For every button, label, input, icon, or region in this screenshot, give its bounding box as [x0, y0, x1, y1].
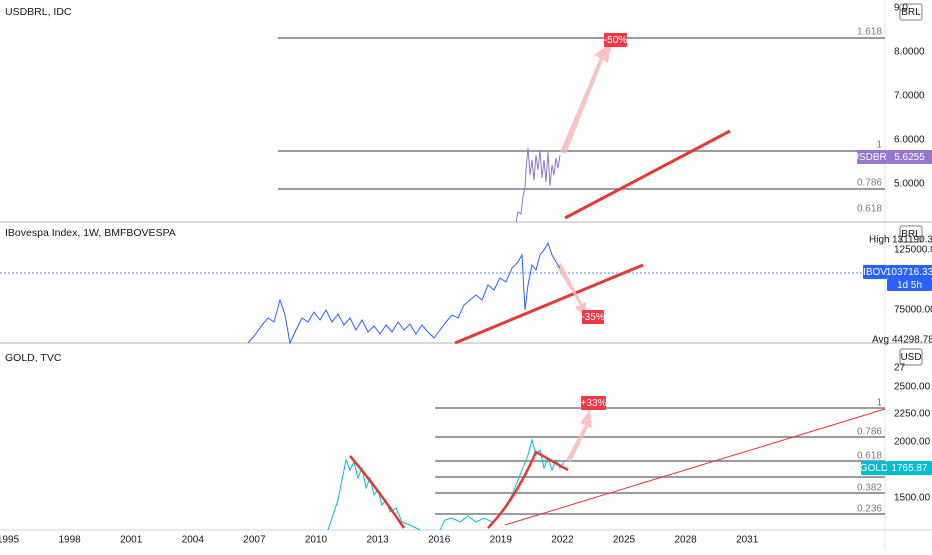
gold-pane	[327, 407, 886, 531]
currency-outline	[899, 348, 923, 366]
last-price: 103716.33	[886, 267, 932, 278]
time-axis-label: 2007	[243, 535, 266, 546]
price-axis-label: 75000.00	[894, 305, 932, 316]
pane-title: IBovespa Index, 1W, BMFBOVESPA	[5, 227, 176, 239]
currency-outline	[899, 3, 923, 21]
pane-title: USDBRL, IDC	[5, 6, 72, 18]
countdown: 1d 5h	[897, 280, 922, 291]
last-price-box	[887, 150, 932, 164]
price-axis-label: 27	[894, 363, 906, 374]
currency-label: BRL	[901, 229, 921, 240]
time-axis-label: 2019	[490, 535, 513, 546]
time-axis-label: 2010	[305, 535, 328, 546]
time-axis-label: 1998	[58, 535, 81, 546]
time-axis-label: 2001	[120, 535, 143, 546]
annotation: -35%	[581, 312, 604, 323]
last-price-box	[887, 265, 932, 279]
time-axis-label: 2031	[736, 535, 759, 546]
fib-level-label: 0.618	[857, 204, 882, 215]
symbol-tag: GOLD	[860, 463, 888, 474]
time-axis-label: 2004	[182, 535, 205, 546]
symbol-tag: IBOV	[863, 267, 887, 278]
annotation-box	[582, 310, 604, 324]
symbol-tag-box	[861, 461, 887, 475]
price-axis-label: 2000.00	[894, 437, 931, 448]
time-axis-label: 2016	[428, 535, 451, 546]
time-axis-label: 2013	[366, 535, 389, 546]
price-axis-label: 1500.00	[894, 493, 931, 504]
symbol-tag-box	[863, 265, 887, 279]
pane-title: GOLD, TVC	[5, 352, 62, 364]
symbol-tag-box	[857, 150, 887, 164]
fib-level-label: 1.618	[857, 27, 882, 38]
price-axis-label: 8.0000	[894, 47, 925, 58]
currency-label-box	[900, 226, 922, 242]
last-price: 5.6255	[894, 152, 925, 163]
currency-label: BRL	[901, 7, 921, 18]
high-value: 131190.30	[892, 235, 932, 246]
fib-level-label: 0.382	[857, 483, 882, 494]
time-axis-label: 2025	[613, 535, 636, 546]
fib-level-label: 1	[876, 398, 882, 409]
price-axis-label: 5.0000	[894, 179, 925, 190]
price-axis-label: 2250.00	[894, 409, 931, 420]
countdown-box	[887, 279, 932, 291]
time-axis-label: 2022	[551, 535, 574, 546]
price-axis-label: 9.0	[894, 3, 908, 14]
currency-label-box	[900, 4, 922, 20]
ibov-pane	[0, 241, 885, 345]
annotation-box	[581, 396, 606, 410]
last-price-box	[887, 461, 932, 475]
time-axis-label: 1995	[0, 535, 20, 546]
price-axis-label: 125000.00	[894, 245, 932, 256]
usdbrl-pane	[278, 37, 885, 223]
fib-level-label: 0.618	[857, 451, 882, 462]
currency-outline	[899, 225, 923, 243]
avg-label: Avg	[872, 335, 889, 346]
price-axis-label: 2500.00	[894, 382, 931, 393]
symbol-tag: USDBRL	[852, 152, 893, 163]
annotation: -50%	[604, 35, 627, 46]
annotation-box	[604, 33, 627, 47]
time-axis-label: 2028	[674, 535, 697, 546]
annotation: +33%	[581, 398, 607, 409]
price-axis-label: 7.0000	[894, 91, 925, 102]
fib-level-label: 1	[876, 140, 882, 151]
currency-label-box	[900, 349, 922, 365]
fib-level-label: 0.236	[857, 504, 882, 515]
price-axis-label: 6.0000	[894, 135, 925, 146]
avg-value: 44298.78	[892, 335, 932, 346]
fib-level-label: 0.786	[857, 427, 882, 438]
currency-label: USD	[900, 352, 921, 363]
fib-level-label: 0.786	[857, 178, 882, 189]
high-label: High	[869, 235, 890, 246]
last-price: 1765.87	[891, 463, 928, 474]
